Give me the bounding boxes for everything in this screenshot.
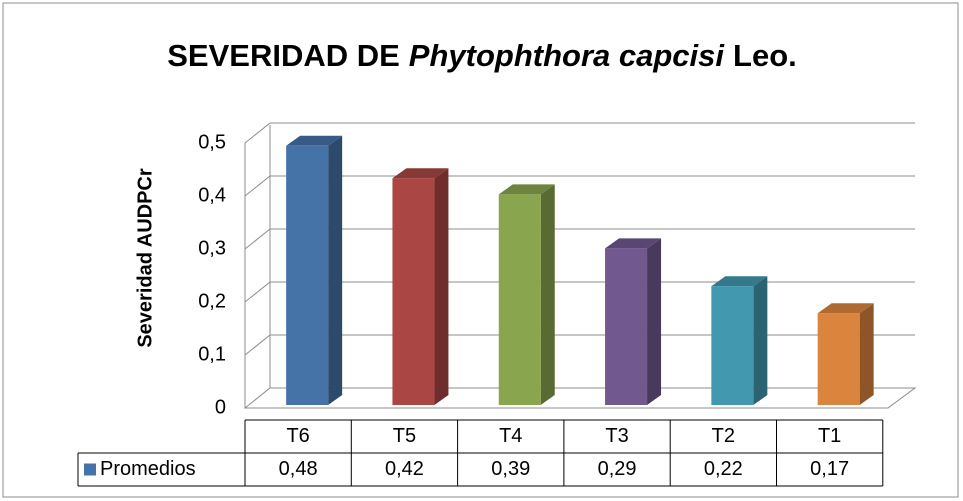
data-table-value: 0,48 — [279, 458, 318, 480]
legend-swatch — [84, 463, 96, 476]
grid-line — [244, 228, 915, 250]
bar-side — [753, 276, 768, 405]
grid-line — [244, 122, 915, 144]
bar-side — [540, 184, 555, 405]
data-table-value: 0,22 — [704, 458, 743, 480]
y-axis-label: Severidad AUDPCr — [134, 168, 156, 348]
y-tick-label: 0,5 — [198, 131, 226, 153]
x-tick-label: T4 — [499, 425, 522, 447]
data-table-value: 0,29 — [598, 458, 637, 480]
floor — [243, 387, 917, 409]
y-tick-label: 0,4 — [198, 184, 226, 206]
legend-label: Promedios — [100, 458, 196, 480]
y-tick-label: 0,1 — [198, 343, 226, 365]
bar — [711, 286, 754, 405]
bar — [286, 145, 329, 406]
grid-line — [244, 281, 915, 303]
title-part: Leo. — [733, 38, 797, 73]
chart-title: SEVERIDAD DE Phytophthora capcisi Leo. — [167, 38, 797, 73]
data-table-value: 0,42 — [385, 458, 424, 480]
x-tick-label: T6 — [286, 425, 309, 447]
grid-line — [244, 175, 915, 197]
bar-side — [434, 168, 449, 405]
title-part: Phytophthora capcisi — [409, 38, 726, 73]
x-tick-label: T2 — [712, 425, 735, 447]
bar-top — [498, 184, 555, 195]
bar-top — [605, 238, 662, 249]
x-tick-label: T3 — [605, 425, 628, 447]
y-tick-label: 0 — [215, 396, 226, 418]
grid-line — [244, 334, 915, 356]
x-tick-label: T5 — [393, 425, 416, 447]
bar — [817, 313, 860, 405]
bar-top — [711, 276, 768, 287]
bar — [392, 178, 435, 405]
data-table-value: 0,39 — [491, 458, 530, 480]
bar — [605, 248, 648, 405]
title-part: SEVERIDAD DE — [167, 38, 400, 73]
bar — [498, 194, 541, 405]
data-table-value: 0,17 — [810, 458, 849, 480]
x-tick-label: T1 — [818, 425, 841, 447]
bar-side — [647, 238, 662, 405]
bar-side — [328, 135, 343, 406]
bar-top — [392, 168, 449, 179]
bar-side — [859, 303, 874, 405]
bar-top — [286, 135, 343, 146]
y-tick-label: 0,2 — [198, 290, 226, 312]
bar-top — [817, 303, 874, 314]
y-tick-label: 0,3 — [198, 237, 226, 259]
